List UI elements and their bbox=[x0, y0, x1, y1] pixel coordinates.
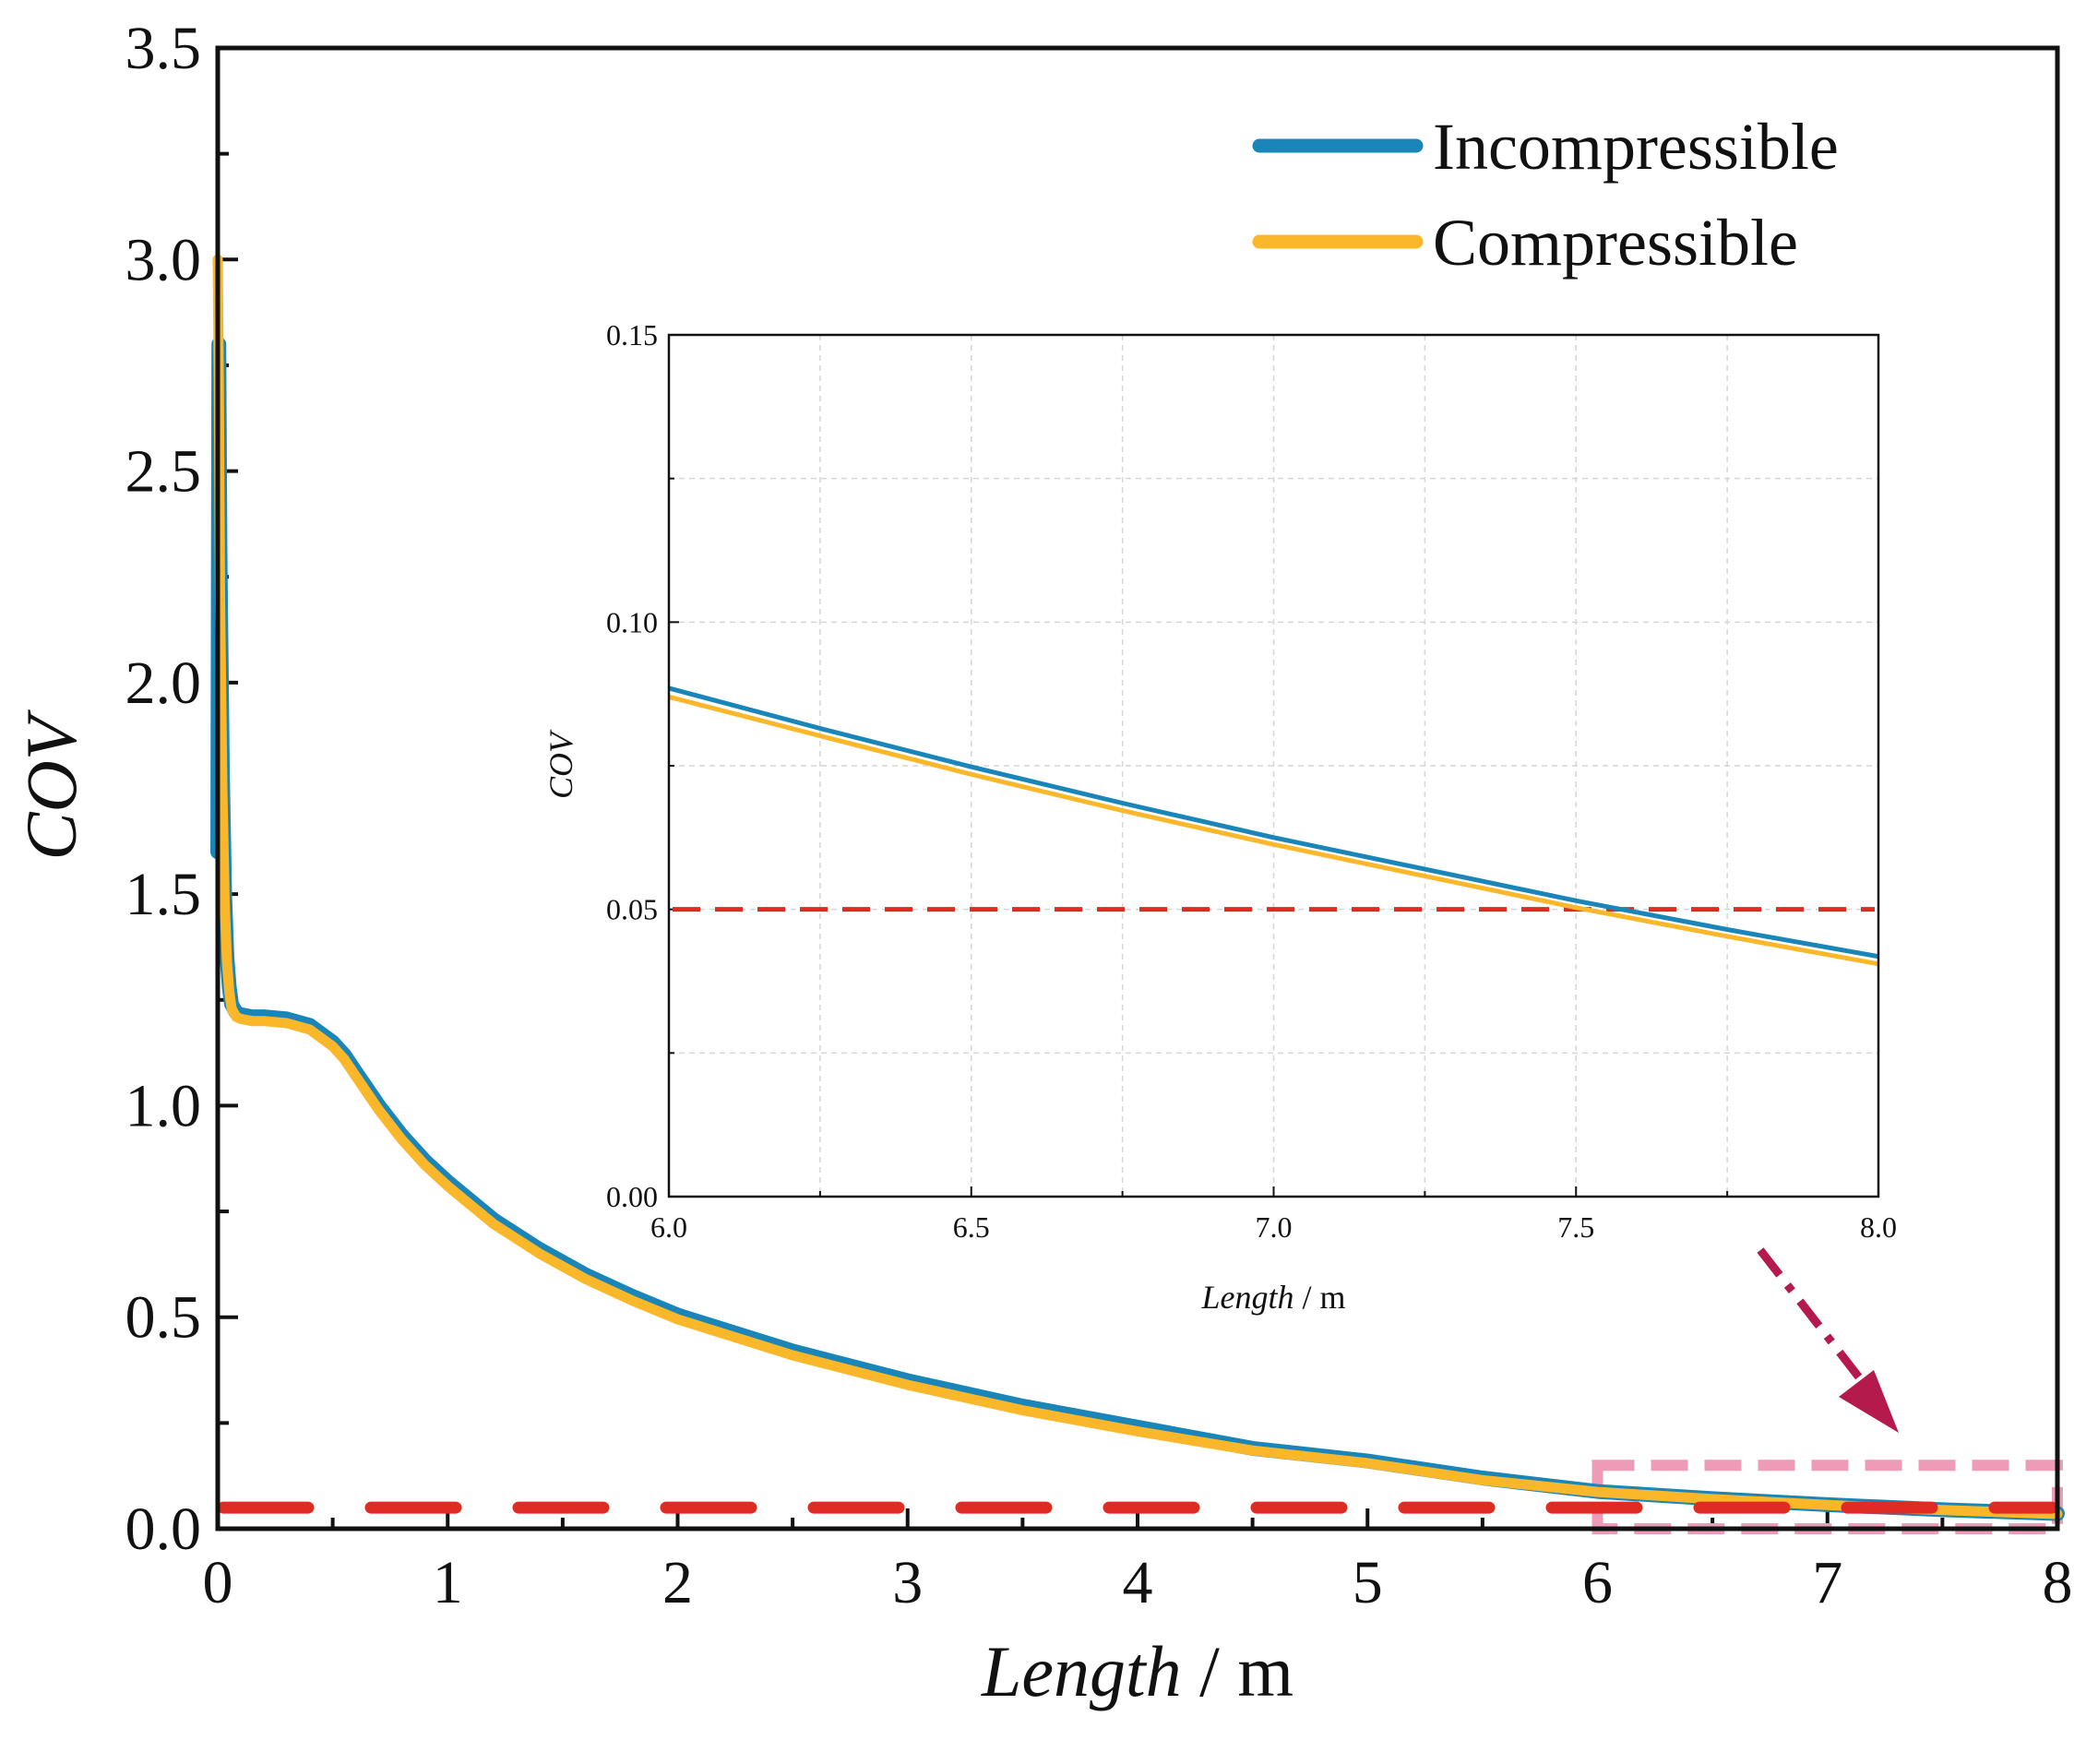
inset-x-tick-label: 7.0 bbox=[1256, 1210, 1293, 1244]
x-tick-label: 7 bbox=[1812, 1549, 1842, 1616]
x-tick-label: 8 bbox=[2043, 1549, 2073, 1616]
x-tick-label: 0 bbox=[203, 1549, 233, 1616]
inset-y-axis-title: COV bbox=[542, 729, 579, 799]
y-tick-label: 3.5 bbox=[125, 15, 202, 82]
inset-y-tick-label: 0.05 bbox=[606, 893, 658, 926]
inset-x-tick-label: 8.0 bbox=[1860, 1210, 1897, 1244]
inset-series-line-incompressible bbox=[668, 685, 1879, 959]
y-tick-label: 2.0 bbox=[125, 650, 202, 717]
plot-frame bbox=[215, 45, 2060, 1532]
legend-label-incompressible: Incompressible bbox=[1433, 110, 1839, 184]
x-tick-label: 3 bbox=[892, 1549, 923, 1616]
y-tick-label: 1.5 bbox=[125, 861, 202, 928]
inset-y-tick-label: 0.15 bbox=[606, 318, 658, 352]
x-tick-label: 4 bbox=[1123, 1549, 1153, 1616]
inset-x-tick-label: 6.0 bbox=[650, 1210, 687, 1244]
inset-plot-frame bbox=[667, 333, 1880, 1198]
zoom-arrow-head bbox=[1839, 1370, 1899, 1433]
y-tick-label: 0.5 bbox=[125, 1284, 202, 1352]
inset-x-tick-label: 7.5 bbox=[1557, 1210, 1594, 1244]
y-tick-label: 3.0 bbox=[125, 226, 202, 293]
x-tick-label: 1 bbox=[433, 1549, 463, 1616]
legend-label-compressible: Compressible bbox=[1433, 206, 1798, 280]
inset-y-tick-label: 0.10 bbox=[606, 605, 658, 638]
zoom-arrow-shaft bbox=[1757, 1247, 1869, 1389]
inset-x-axis-title: Length / m bbox=[1200, 1279, 1345, 1316]
y-tick-label: 0.0 bbox=[125, 1496, 202, 1563]
x-tick-label: 5 bbox=[1353, 1549, 1383, 1616]
y-tick-label: 2.5 bbox=[125, 438, 202, 506]
x-tick-label: 6 bbox=[1582, 1549, 1613, 1616]
inset-x-tick-label: 6.5 bbox=[953, 1210, 990, 1244]
inset-series-line-compressible bbox=[668, 694, 1879, 967]
x-tick-label: 2 bbox=[662, 1549, 693, 1616]
y-axis-title: COV bbox=[11, 709, 91, 860]
y-tick-label: 1.0 bbox=[125, 1072, 202, 1139]
series-line-compressible bbox=[212, 254, 2063, 1520]
x-axis-title: Length / m bbox=[981, 1631, 1293, 1711]
inset-y-tick-label: 0.00 bbox=[606, 1180, 658, 1213]
